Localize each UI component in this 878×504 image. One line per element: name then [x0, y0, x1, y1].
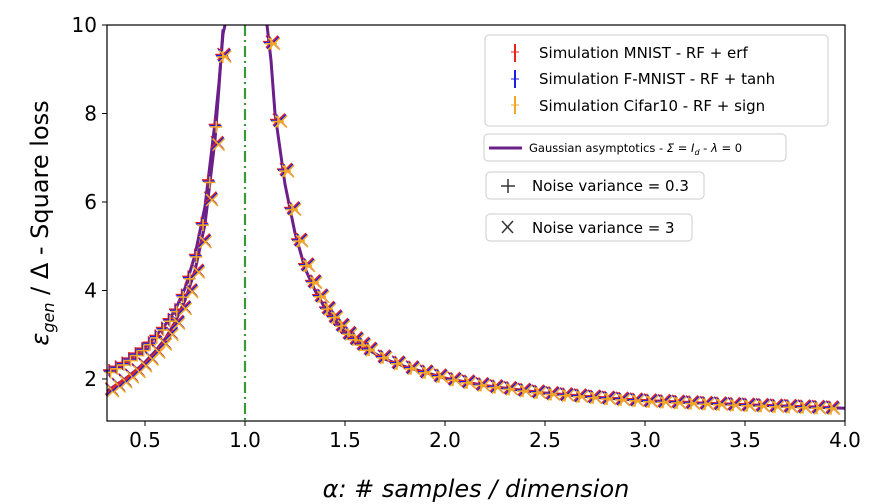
legend-theory: Gaussian asymptotics - Σ = Id - λ = 0 — [483, 133, 787, 162]
simulation-point — [687, 397, 701, 411]
simulation-point — [701, 397, 715, 411]
x-tick-label: 1.5 — [329, 428, 361, 452]
simulation-point — [491, 381, 505, 395]
simulation-point — [603, 392, 617, 406]
simulation-point — [715, 398, 729, 412]
simulation-point — [267, 37, 281, 51]
simulation-point — [281, 164, 295, 178]
simulation-point — [165, 328, 179, 342]
simulation-point — [729, 398, 743, 412]
y-axis-ticks: 2 4 6 8 10 — [72, 13, 107, 391]
simulation-point — [519, 384, 533, 398]
legend-simulations: Simulation MNIST - RF + erf Simulation F… — [484, 34, 829, 127]
simulation-point — [449, 373, 463, 387]
simulation-point — [659, 395, 673, 409]
simulation-point — [547, 387, 561, 402]
simulation-point — [309, 276, 323, 290]
simulation-point — [172, 316, 186, 331]
plot-frame — [106, 24, 846, 422]
simulation-point — [575, 390, 589, 404]
x-axis-ticks: 0.5 1.0 1.5 2.0 2.5 3.0 3.5 4.0 — [129, 421, 861, 452]
simulation-point — [757, 399, 771, 413]
simulation-point — [561, 389, 575, 403]
legend-item-fmnist: Simulation F-MNIST - RF + tanh — [511, 70, 775, 88]
simulation-point — [365, 343, 379, 357]
simulation-point — [295, 234, 309, 248]
x-tick-label: 4.0 — [829, 428, 861, 452]
simulation-point — [589, 391, 603, 405]
legend-label-noise-3: Noise variance = 3 — [532, 219, 675, 237]
x-tick-label: 3.0 — [629, 428, 661, 452]
simulation-point — [205, 193, 219, 207]
legend-label-fmnist: Simulation F-MNIST - RF + tanh — [539, 70, 775, 88]
legend-noise-03: Noise variance = 0.3 — [485, 171, 705, 200]
simulation-point — [785, 400, 799, 414]
simulation-point — [771, 400, 785, 414]
simulation-point — [203, 176, 216, 189]
y-tick-label: 8 — [84, 101, 97, 125]
simulation-point — [218, 49, 232, 64]
simulation-point — [164, 315, 176, 328]
simulation-point — [316, 290, 330, 304]
simulation-point — [743, 399, 757, 413]
simulation-point — [645, 395, 659, 409]
simulation-point — [302, 259, 316, 273]
simulation-point — [152, 345, 166, 360]
simulation-point — [197, 219, 209, 232]
simulation-point — [463, 376, 477, 390]
simulation-point — [159, 337, 173, 351]
y-tick-label: 6 — [84, 190, 97, 214]
legend-label-mnist: Simulation MNIST - RF + erf — [539, 44, 748, 62]
legend-label-theory: Gaussian asymptotics - Σ = Id - λ = 0 — [529, 141, 742, 157]
simulation-point — [190, 250, 203, 263]
legend-label-cifar10: Simulation Cifar10 - RF + sign — [539, 97, 765, 115]
x-axis-label: α: # samples / dimension — [323, 475, 630, 503]
legend-item-cifar10: Simulation Cifar10 - RF + sign — [511, 96, 765, 115]
simulation-point — [631, 394, 645, 408]
simulation-point — [179, 302, 193, 316]
y-axis-label: εgen / Δ - Square loss — [26, 100, 58, 345]
simulation-point — [198, 235, 212, 249]
y-tick-label: 4 — [84, 278, 97, 302]
simulation-point — [533, 386, 547, 400]
simulation-point — [421, 366, 435, 380]
simulation-point — [117, 358, 130, 371]
simulation-point — [477, 378, 491, 393]
simulation-point — [216, 50, 229, 63]
simulation-point — [131, 349, 143, 362]
simulation-point — [274, 115, 288, 129]
y-tick-label: 10 — [72, 13, 97, 37]
simulation-point — [288, 203, 302, 217]
simulation-point — [137, 344, 150, 357]
x-tick-label: 2.0 — [429, 428, 461, 452]
simulation-point — [124, 354, 137, 367]
simulation-point — [813, 401, 827, 415]
simulation-point — [192, 265, 206, 279]
simulation-point — [799, 401, 813, 415]
simulation-point — [111, 362, 124, 375]
simulation-point — [185, 285, 199, 299]
simulation-point — [505, 382, 519, 396]
x-tick-label: 0.5 — [129, 428, 161, 452]
simulation-point — [407, 362, 421, 376]
simulation-points — [103, 35, 841, 416]
simulation-point — [435, 370, 449, 384]
legend-noise-3: Noise variance = 3 — [485, 213, 693, 242]
x-tick-label: 2.5 — [529, 428, 561, 452]
simulation-point — [144, 338, 157, 351]
simulation-point — [210, 120, 223, 133]
simulation-point — [617, 393, 631, 407]
x-tick-label: 3.5 — [729, 428, 761, 452]
x-tick-label: 1.0 — [229, 428, 261, 452]
simulation-point — [212, 138, 226, 152]
y-tick-label: 2 — [84, 367, 97, 391]
simulation-point — [827, 402, 841, 416]
legend-label-noise-03: Noise variance = 0.3 — [532, 177, 689, 195]
simulation-point — [673, 396, 687, 410]
legend-item-mnist: Simulation MNIST - RF + erf — [511, 44, 748, 62]
simulation-point — [183, 272, 196, 285]
